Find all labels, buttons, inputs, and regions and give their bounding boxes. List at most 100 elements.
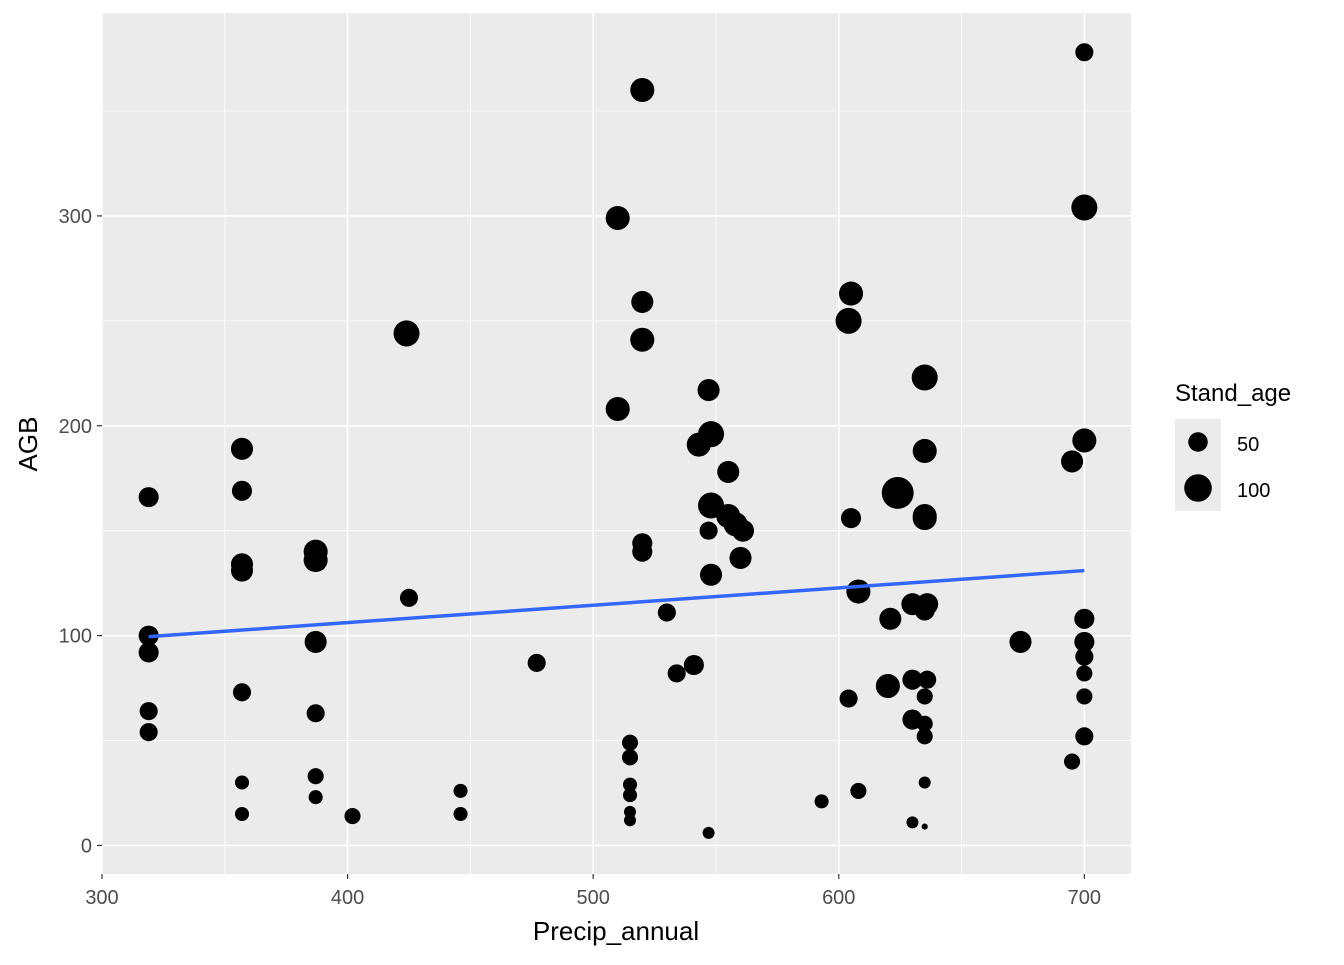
data-point [306,704,325,723]
data-point [230,437,254,460]
data-point [881,476,914,509]
data-point [234,775,250,790]
data-point [916,728,933,745]
y-tick-label: 100 [59,626,92,648]
data-point [921,823,928,830]
data-point [630,77,655,103]
data-point [839,689,858,708]
legend-label: 50 [1237,434,1259,456]
data-point [1075,727,1094,746]
data-point [699,521,718,540]
data-point [1074,608,1095,629]
data-point [918,670,937,689]
data-point [1061,450,1084,473]
data-point [621,749,639,766]
data-point [632,541,653,562]
data-point [344,808,361,825]
data-point [623,805,637,818]
data-point [916,715,933,732]
data-point [902,669,923,690]
data-point [850,782,867,799]
data-point [1076,665,1093,682]
data-point [697,379,720,402]
data-point [840,508,862,529]
legend-title: Stand_age [1175,380,1291,407]
data-point [1074,631,1095,652]
data-points [138,43,1098,839]
x-tick-label: 400 [331,887,364,909]
data-point [303,548,328,573]
data-point [702,826,715,839]
data-point [839,281,864,306]
data-point [657,603,676,622]
data-point [230,559,254,582]
data-point [304,630,327,653]
data-point [717,460,740,483]
x-tick-label: 500 [576,887,609,909]
data-point [621,734,639,751]
data-point [308,790,323,805]
panel-background [102,13,1131,874]
data-point [906,816,919,829]
data-point [1075,43,1094,62]
data-point [453,783,468,798]
y-tick-label: 200 [59,416,92,438]
data-point [731,519,755,542]
y-axis-label: AGB [13,417,43,472]
data-point [846,579,871,604]
legend-key-point [1184,474,1212,502]
data-point [914,600,935,621]
data-point [916,688,933,705]
data-point [630,327,655,352]
data-point [453,806,468,822]
x-axis-ticks: 300 400 500 600 700 [85,874,1101,909]
data-point [139,702,158,721]
data-point [139,723,158,742]
data-point [912,506,937,531]
data-point [399,588,419,607]
y-axis-ticks: 0 100 200 300 [59,206,102,857]
data-point [623,814,637,827]
data-point [605,205,630,231]
legend-key-point [1188,432,1208,452]
data-point [622,777,638,792]
data-point [875,673,900,699]
legend: Stand_age 50 100 [1175,380,1291,511]
data-point [814,794,829,809]
data-point [527,653,546,672]
legend-label: 100 [1237,480,1270,502]
data-point [605,396,630,422]
x-axis-label: Precip_annual [533,916,699,946]
data-point [1064,753,1081,770]
x-tick-label: 700 [1068,887,1101,909]
data-point [911,364,938,391]
data-point [667,664,686,683]
data-point [1072,428,1097,453]
data-point [879,607,902,630]
data-point [138,487,159,508]
y-tick-label: 300 [59,206,92,228]
data-point [232,683,252,702]
x-tick-label: 300 [85,887,118,909]
data-point [622,788,638,803]
data-point [631,290,654,313]
data-point [1075,647,1094,666]
data-point [307,768,324,785]
regression-line [148,568,1085,639]
y-tick-label: 0 [81,835,92,857]
data-point [698,421,725,448]
data-point [912,438,937,463]
data-point [700,563,723,586]
data-point [835,307,862,334]
data-point [683,654,704,676]
data-point [393,320,420,347]
data-point [231,480,253,501]
x-tick-label: 600 [822,887,855,909]
data-point [234,806,250,822]
data-point [138,642,159,663]
minor-gridlines [102,13,1131,874]
data-point [1071,194,1098,221]
data-point [918,776,931,789]
data-point [729,546,752,570]
